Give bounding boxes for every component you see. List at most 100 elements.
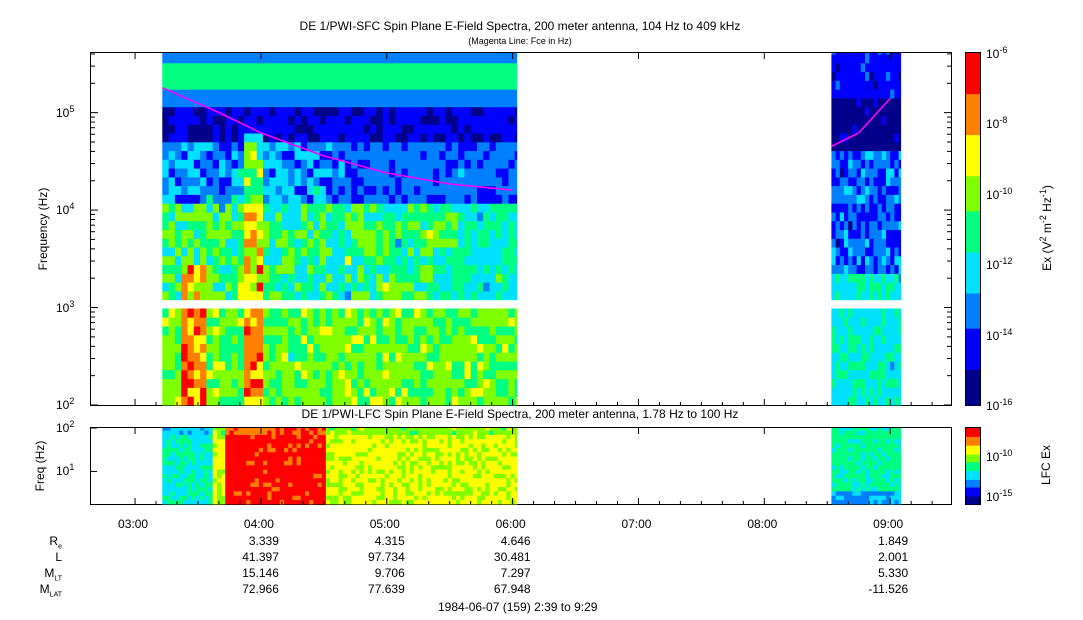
lfc-cell [401, 482, 406, 487]
lfc-cell [898, 482, 902, 487]
lfc-cell [502, 482, 507, 487]
lfc-cell [267, 447, 272, 453]
lfc-cell [873, 438, 878, 444]
sfc-cell [420, 106, 427, 116]
sfc-cell [831, 203, 836, 213]
lfc-cell [881, 434, 887, 440]
sfc-cell [319, 396, 327, 406]
sfc-cell [388, 176, 396, 187]
sfc-cell [508, 282, 516, 292]
lfc-cell [426, 486, 432, 492]
lfc-cell [468, 477, 474, 483]
lfc-cell [338, 491, 344, 496]
sfc-cell [877, 115, 883, 125]
sfc-cell [865, 334, 870, 344]
sfc-cell [307, 369, 314, 380]
lfc-cell [844, 473, 849, 479]
sfc-cell [269, 308, 276, 318]
sfc-cell [848, 194, 853, 204]
lfc-cell [426, 469, 432, 474]
sfc-cell [451, 282, 459, 292]
sfc-cell [319, 317, 327, 327]
sfc-cell [844, 62, 849, 73]
sfc-cell [439, 273, 446, 283]
sfc-cell [835, 71, 841, 81]
sfc-cell [332, 53, 339, 55]
sfc-cell [495, 308, 503, 318]
lfc-cell [460, 464, 465, 470]
lfc-cell [430, 482, 436, 487]
sfc-cell [382, 396, 390, 406]
lfc-cell [831, 434, 836, 440]
lfc-cell [288, 428, 293, 431]
sfc-cell [388, 98, 396, 108]
lfc-cell [388, 491, 394, 496]
lfc-cell [363, 477, 369, 483]
lfc-cell [439, 456, 444, 461]
sfc-cell [275, 124, 283, 134]
lfc-cell [237, 434, 243, 440]
sfc-cell [835, 343, 841, 353]
lfc-cell [881, 473, 887, 479]
lfc-cell [409, 428, 415, 431]
sfc-cell [407, 106, 415, 116]
sfc-cell [495, 247, 503, 257]
lfc-cell [506, 443, 511, 448]
sfc-cell [445, 98, 453, 108]
lfc-cell [200, 464, 205, 470]
sfc-cell [174, 317, 182, 327]
sfc-cell [388, 212, 396, 222]
sfc-cell [370, 106, 377, 116]
sfc-cell [313, 229, 320, 239]
sfc-cell [483, 264, 490, 274]
sfc-cell [244, 387, 251, 397]
lfc-cell [204, 447, 209, 453]
sfc-cell [483, 150, 490, 160]
sfc-cell [294, 282, 302, 292]
sfc-cell [844, 141, 849, 152]
lfc-cell [422, 491, 427, 496]
sfc-cell [376, 168, 383, 178]
sfc-cell [294, 194, 302, 204]
lfc-cell [409, 482, 415, 487]
sfc-cell [458, 273, 465, 283]
lfc-cell [502, 447, 507, 453]
sfc-cell [225, 255, 232, 266]
sfc-cell [407, 317, 415, 327]
lfc-colorbar-gradient-segment [966, 440, 980, 443]
lfc-cell [481, 464, 486, 470]
lfc-cell [388, 443, 394, 448]
lfc-cell [439, 473, 444, 479]
lfc-cell [363, 482, 369, 487]
lfc-colorbar-gradient-segment [966, 463, 980, 466]
lfc-cell [456, 495, 461, 500]
sfc-cell [319, 308, 327, 318]
sfc-cell [848, 334, 853, 344]
lfc-cell [481, 430, 486, 435]
lfc-cell [309, 460, 314, 466]
lfc-cell [881, 464, 887, 470]
lfc-cell [890, 469, 895, 474]
sfc-cell [432, 194, 440, 204]
sfc-cell [338, 194, 346, 204]
sfc-cell [319, 334, 327, 344]
lfc-colorbar-gradient-segment [966, 468, 980, 471]
sfc-cell [869, 53, 874, 55]
sfc-cell [407, 282, 415, 292]
sfc-cell [174, 369, 182, 380]
lfc-cell [372, 473, 377, 479]
sfc-cell [351, 352, 358, 362]
lfc-cell [514, 443, 518, 448]
sfc-cell [307, 229, 314, 239]
sfc-cell [200, 334, 207, 344]
sfc-cell [288, 273, 295, 283]
lfc-cell [317, 477, 323, 483]
sfc-cell [445, 106, 453, 116]
lfc-cell [393, 486, 398, 492]
sfc-cell [865, 80, 870, 90]
sfc-cell [256, 124, 264, 134]
sfc-cell [275, 361, 283, 371]
lfc-cell [229, 473, 234, 479]
sfc-cell [451, 150, 459, 160]
sfc-cell [300, 176, 308, 187]
